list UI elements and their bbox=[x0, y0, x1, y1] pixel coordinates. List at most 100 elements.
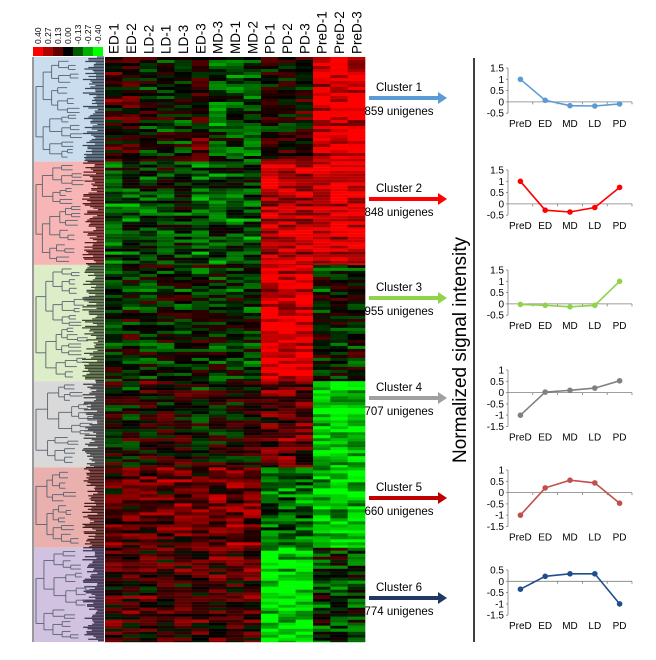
heatmap-cell bbox=[157, 57, 175, 61]
heatmap-cell bbox=[209, 545, 227, 548]
heatmap-cell bbox=[157, 542, 175, 546]
heatmap-cell bbox=[209, 297, 227, 302]
heatmap-cell bbox=[174, 553, 192, 557]
heatmap-cell bbox=[209, 342, 227, 347]
heatmap-cell bbox=[105, 369, 123, 374]
heatmap-cell bbox=[157, 506, 175, 510]
heatmap-cell bbox=[139, 63, 158, 67]
heatmap-cell bbox=[209, 444, 227, 448]
heatmap-cell bbox=[295, 257, 314, 261]
heatmap-cell bbox=[157, 547, 175, 551]
heatmap-cell bbox=[209, 634, 227, 638]
heatmap-cell bbox=[313, 191, 331, 195]
heatmap-cell bbox=[243, 212, 262, 216]
heatmap-cell bbox=[174, 414, 192, 418]
heatmap-cell bbox=[139, 462, 158, 466]
heatmap-cell bbox=[174, 230, 192, 234]
heatmap-cell bbox=[122, 524, 140, 528]
heatmap-cell bbox=[347, 438, 366, 442]
heatmap-cell bbox=[261, 273, 279, 278]
color-scale-swatch bbox=[53, 47, 63, 56]
heatmap-cell bbox=[209, 372, 227, 377]
heatmap-cell bbox=[157, 333, 175, 338]
heatmap-cell bbox=[226, 435, 244, 439]
heatmap-cell bbox=[278, 167, 296, 171]
heatmap-cell bbox=[330, 227, 348, 231]
heatmap-cell bbox=[191, 450, 210, 454]
color-scale-label: 0.40 bbox=[33, 27, 43, 44]
heatmap-cell bbox=[226, 497, 244, 501]
heatmap-cell bbox=[139, 378, 158, 382]
heatmap-cell bbox=[243, 188, 262, 192]
heatmap-cell bbox=[278, 432, 296, 436]
heatmap-cell bbox=[105, 438, 123, 442]
heatmap-cell bbox=[157, 297, 175, 302]
heatmap-cell bbox=[209, 381, 227, 385]
heatmap-cell bbox=[105, 399, 123, 403]
heatmap-cell bbox=[122, 164, 140, 168]
heatmap-cell bbox=[226, 294, 244, 299]
heatmap-cell bbox=[191, 556, 210, 560]
heatmap-cell bbox=[278, 224, 296, 228]
heatmap-cell bbox=[209, 78, 227, 82]
heatmap-cell bbox=[330, 515, 348, 519]
heatmap-cell bbox=[209, 539, 227, 543]
heatmap-cell bbox=[122, 233, 140, 237]
heatmap-cell bbox=[347, 267, 366, 272]
heatmap-cell bbox=[278, 631, 296, 635]
heatmap-cell bbox=[105, 571, 123, 575]
color-scale-swatch bbox=[73, 47, 83, 56]
chart-x-tick-label: ED bbox=[538, 119, 552, 130]
heatmap-cell bbox=[174, 147, 192, 151]
heatmap-cell bbox=[157, 153, 175, 157]
heatmap-cell bbox=[191, 194, 210, 198]
heatmap-cell bbox=[243, 503, 262, 507]
heatmap-cell bbox=[278, 568, 296, 572]
heatmap-cell bbox=[157, 387, 175, 391]
heatmap-cell bbox=[157, 191, 175, 195]
heatmap-cell bbox=[122, 153, 140, 157]
heatmap-cell bbox=[313, 72, 331, 76]
heatmap-cell bbox=[122, 264, 140, 269]
heatmap-cell bbox=[330, 117, 348, 121]
heatmap-cell bbox=[174, 260, 192, 264]
heatmap-cell bbox=[226, 159, 244, 162]
heatmap-cell bbox=[278, 539, 296, 543]
heatmap-cell bbox=[191, 465, 210, 468]
heatmap-cell bbox=[139, 393, 158, 397]
heatmap-cell bbox=[278, 339, 296, 344]
heatmap-cell bbox=[209, 188, 227, 192]
heatmap-cell bbox=[105, 194, 123, 198]
heatmap-cell bbox=[174, 357, 192, 362]
heatmap-cell bbox=[278, 170, 296, 174]
heatmap-cell bbox=[105, 354, 123, 359]
heatmap-cell bbox=[313, 84, 331, 88]
heatmap-cell bbox=[157, 239, 175, 243]
heatmap-cell bbox=[295, 604, 314, 608]
heatmap-cell bbox=[313, 285, 331, 290]
heatmap-cell bbox=[347, 84, 366, 88]
heatmap-cell bbox=[243, 209, 262, 213]
heatmap-cell bbox=[191, 330, 210, 335]
heatmap-cell bbox=[157, 625, 175, 629]
heatmap-cell bbox=[295, 589, 314, 593]
heatmap-cell bbox=[313, 345, 331, 350]
heatmap-cell bbox=[261, 441, 279, 445]
heatmap-cell bbox=[347, 138, 366, 142]
heatmap-cell bbox=[295, 300, 314, 305]
chart-x-tick-label: PD bbox=[613, 433, 627, 444]
heatmap-cell bbox=[313, 212, 331, 216]
heatmap-cell bbox=[261, 294, 279, 299]
heatmap-cell bbox=[105, 87, 123, 91]
heatmap-cell bbox=[295, 429, 314, 433]
heatmap-cell bbox=[122, 574, 140, 578]
heatmap-cell bbox=[209, 294, 227, 299]
heatmap-cell bbox=[330, 476, 348, 480]
heatmap-cell bbox=[209, 565, 227, 569]
heatmap-cell bbox=[278, 120, 296, 124]
heatmap-cell bbox=[209, 467, 227, 471]
heatmap-cell bbox=[313, 161, 331, 165]
heatmap-cell bbox=[243, 87, 262, 91]
heatmap-cell bbox=[191, 628, 210, 632]
heatmap-cell bbox=[209, 239, 227, 243]
